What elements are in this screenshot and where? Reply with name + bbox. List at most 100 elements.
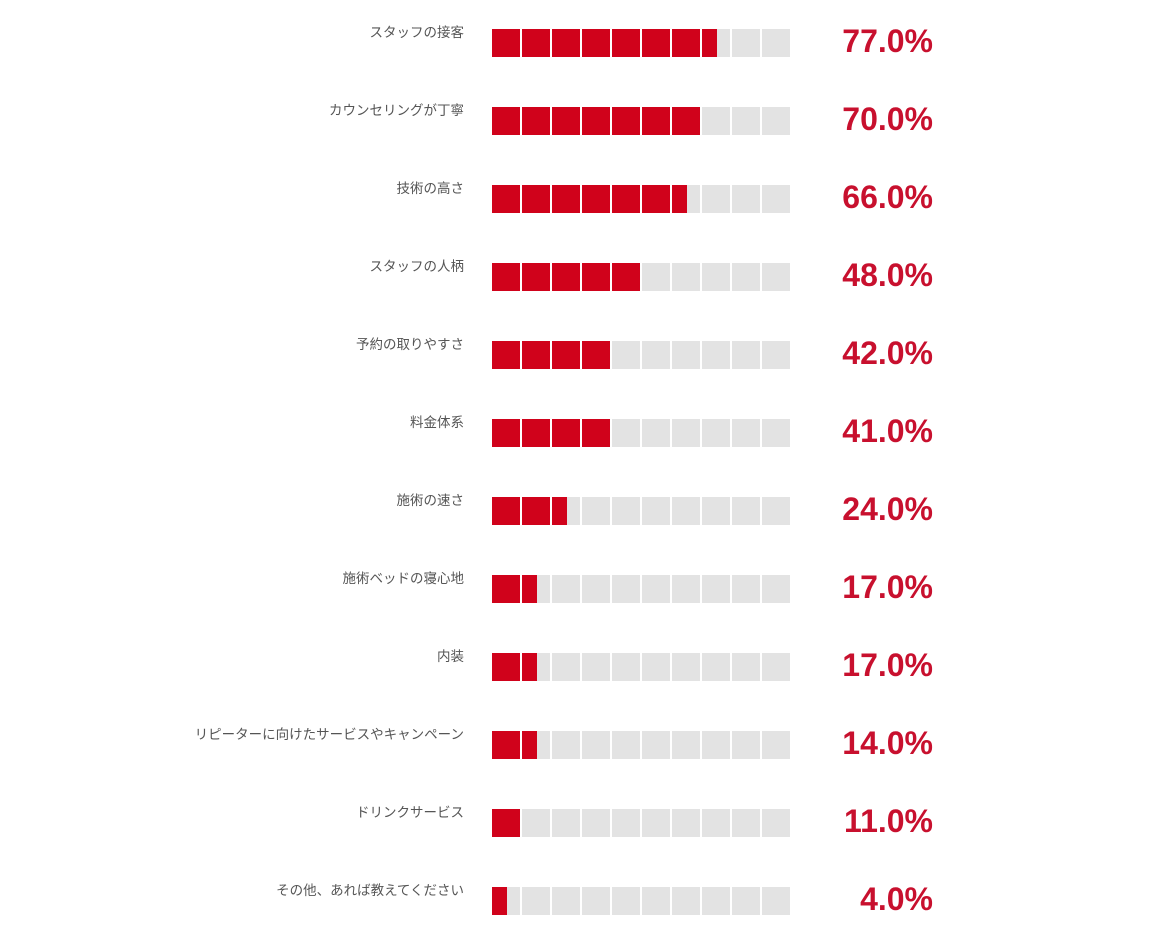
bar-cell xyxy=(732,809,760,837)
bar-cell xyxy=(612,575,640,603)
bar-fill xyxy=(642,185,670,213)
bar-fill xyxy=(492,263,520,291)
bar-row: 技術の高さ 66.0% xyxy=(0,179,1165,215)
bar-cell xyxy=(582,653,610,681)
bar-fill xyxy=(522,575,537,603)
bar xyxy=(492,575,792,603)
bar-fill xyxy=(552,29,580,57)
bar-cell xyxy=(642,887,670,915)
value-label: 66.0% xyxy=(842,179,933,215)
bar-cell xyxy=(672,731,700,759)
bar-fill xyxy=(522,263,550,291)
category-label: 施術ベッドの寝心地 xyxy=(342,571,465,587)
bar-cell xyxy=(492,341,520,369)
bar-row: 施術の速さ 24.0% xyxy=(0,491,1165,527)
value-label: 42.0% xyxy=(842,335,933,371)
bar-cell xyxy=(612,107,640,135)
bar-cell xyxy=(642,653,670,681)
bar-fill xyxy=(552,263,580,291)
bar-row: その他、あれば教えてください 4.0% xyxy=(0,881,1165,917)
category-label: ドリンクサービス xyxy=(356,805,464,821)
bar-cell xyxy=(702,341,730,369)
bar-cell xyxy=(642,185,670,213)
bar-cell xyxy=(522,653,550,681)
bar-cell xyxy=(612,263,640,291)
bar-cell xyxy=(702,185,730,213)
bar-cell xyxy=(642,107,670,135)
bar-cell xyxy=(522,263,550,291)
bar-cell xyxy=(762,419,790,447)
bar-cell xyxy=(582,731,610,759)
bar-cell xyxy=(642,575,670,603)
bar-fill xyxy=(612,185,640,213)
value-label: 17.0% xyxy=(842,647,933,683)
bar-fill xyxy=(552,497,567,525)
bar-cell xyxy=(492,185,520,213)
bar-cell xyxy=(582,887,610,915)
category-label: 予約の取りやすさ xyxy=(356,337,464,353)
bar-cell xyxy=(702,809,730,837)
bar-cell xyxy=(702,29,730,57)
bar-cell xyxy=(762,653,790,681)
bar-cell xyxy=(762,887,790,915)
bar xyxy=(492,731,792,759)
bar-cell xyxy=(672,809,700,837)
bar xyxy=(492,653,792,681)
bar-cell xyxy=(522,185,550,213)
bar-cell xyxy=(492,263,520,291)
bar-cell xyxy=(672,653,700,681)
category-label: 料金体系 xyxy=(410,415,464,431)
bar-cell xyxy=(762,497,790,525)
bar-cell xyxy=(672,263,700,291)
bar-cell xyxy=(672,29,700,57)
bar-cell xyxy=(762,341,790,369)
bar-cell xyxy=(492,107,520,135)
bar-fill xyxy=(492,107,520,135)
bar-cell xyxy=(732,185,760,213)
bar-cell xyxy=(702,653,730,681)
bar xyxy=(492,263,792,291)
bar-cell xyxy=(552,575,580,603)
bar-fill xyxy=(612,29,640,57)
bar-cell xyxy=(732,419,760,447)
bar-cell xyxy=(732,263,760,291)
bar-cell xyxy=(732,731,760,759)
bar-row: 内装 17.0% xyxy=(0,647,1165,683)
bar-fill xyxy=(522,419,550,447)
bar-cell xyxy=(702,731,730,759)
value-label: 48.0% xyxy=(842,257,933,293)
bar-cell xyxy=(762,29,790,57)
bar-cell xyxy=(552,809,580,837)
bar-cell xyxy=(582,263,610,291)
bar-cell xyxy=(552,107,580,135)
bar-cell xyxy=(552,497,580,525)
bar-fill xyxy=(552,185,580,213)
bar-cell xyxy=(672,575,700,603)
value-label: 4.0% xyxy=(860,881,933,917)
bar-cell xyxy=(582,107,610,135)
bar-cell xyxy=(642,263,670,291)
category-label: カウンセリングが丁寧 xyxy=(329,103,464,119)
bar-fill xyxy=(522,731,537,759)
bar-cell xyxy=(522,575,550,603)
bar-fill xyxy=(522,497,550,525)
bar xyxy=(492,419,792,447)
bar-row: 料金体系 41.0% xyxy=(0,413,1165,449)
bar-row: 施術ベッドの寝心地 17.0% xyxy=(0,569,1165,605)
bar-cell xyxy=(582,419,610,447)
bar-cell xyxy=(582,341,610,369)
bar-cell xyxy=(702,887,730,915)
bar xyxy=(492,887,792,915)
bar-cell xyxy=(522,887,550,915)
bar xyxy=(492,341,792,369)
bar-row: 予約の取りやすさ 42.0% xyxy=(0,335,1165,371)
category-label: 技術の高さ xyxy=(396,181,465,197)
bar-cell xyxy=(612,887,640,915)
bar-cell xyxy=(762,809,790,837)
bar-cell xyxy=(612,419,640,447)
bar-fill xyxy=(702,29,717,57)
bar-fill xyxy=(642,29,670,57)
bar-cell xyxy=(762,185,790,213)
bar-fill xyxy=(522,653,537,681)
bar-fill xyxy=(522,341,550,369)
